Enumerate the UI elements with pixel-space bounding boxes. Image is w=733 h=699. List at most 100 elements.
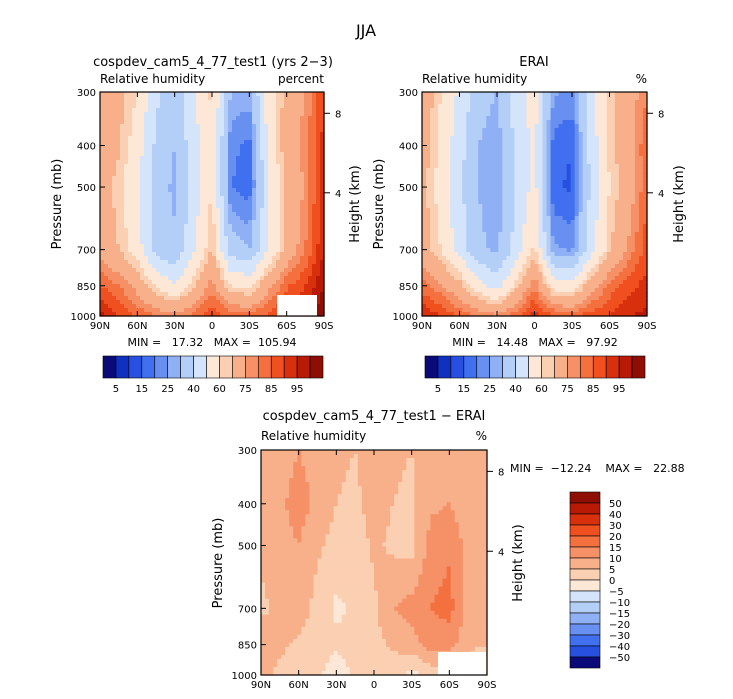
field-cell [100,132,105,137]
field-cell [462,308,467,313]
field-cell [486,172,491,177]
field-cell [112,272,117,277]
field-cell [184,156,189,161]
field-cell [312,136,317,141]
field-cell [164,208,169,213]
field-cell [546,120,552,125]
field-cell [422,188,427,193]
field-cell [200,296,205,301]
field-cell [546,124,552,129]
field-cell [132,100,137,105]
field-cell [156,212,161,217]
field-cell [224,100,229,105]
field-cell [172,220,177,225]
field-cell [534,200,540,205]
field-cell [534,140,540,145]
field-cell [136,224,141,229]
field-cell [434,124,439,129]
field-cell [100,180,105,185]
field-cell [216,256,221,261]
field-cell [268,124,273,129]
field-cell [478,232,483,237]
field-cell [510,108,516,113]
field-cell [180,304,185,309]
field-cell [538,224,544,229]
field-cell [438,176,443,181]
field-cell [192,148,197,153]
field-cell [430,300,435,305]
field-cell [502,232,507,237]
field-cell [192,300,197,305]
field-cell [474,92,479,97]
field-cell [244,248,249,253]
field-cell [180,128,185,133]
field-cell [196,172,201,177]
field-cell [172,308,177,313]
field-cell [530,296,536,301]
field-cell [244,152,249,157]
field-cell [494,172,499,177]
field-cell [276,148,281,153]
field-cell [284,176,289,181]
field-cell [296,192,301,197]
field-cell [304,232,309,237]
field-cell [108,216,113,221]
field-cell [482,120,487,125]
field-cell [168,256,173,261]
field-cell [180,224,185,229]
field-cell [538,136,544,141]
field-cell [260,308,265,313]
field-cell [522,220,528,225]
field-cell [482,164,487,169]
field-cell [276,248,281,253]
field-cell [422,200,427,205]
field-cell [276,252,281,257]
field-cell [482,260,487,265]
field-cell [454,244,459,249]
field-cell [224,276,229,281]
field-cell [474,228,479,233]
field-cell [438,168,443,173]
field-cell [104,184,109,189]
field-cell [470,184,475,189]
field-cell [458,284,463,289]
field-cell [470,236,475,241]
field-cell [300,108,305,113]
field-cell [494,108,499,113]
field-cell [442,248,447,253]
field-cell [308,276,313,281]
field-cell [422,208,427,213]
field-cell [132,92,137,97]
field-cell [216,124,221,129]
field-cell [208,116,213,121]
field-cell [538,252,544,257]
field-cell [530,232,536,237]
field-cell [204,156,209,161]
field-cell [288,220,293,225]
field-cell [498,196,503,201]
field-cell [256,184,261,189]
field-cell [108,188,113,193]
field-cell [458,196,463,201]
field-cell [534,132,540,137]
field-cell [458,256,463,261]
field-cell [224,300,229,305]
field-cell [292,220,297,225]
field-cell [156,192,161,197]
field-cell [458,304,463,309]
field-cell [522,236,528,241]
field-cell [268,152,273,157]
field-cell [518,108,524,113]
field-cell [538,240,544,245]
field-cell [152,268,157,273]
field-cell [124,192,129,197]
field-cell [486,140,491,145]
field-cell [164,156,169,161]
field-cell [426,104,431,109]
field-cell [140,160,145,165]
field-cell [128,272,133,277]
field-cell [518,144,524,149]
field-cell [264,200,269,205]
field-cell [176,244,181,249]
field-cell [116,268,121,273]
